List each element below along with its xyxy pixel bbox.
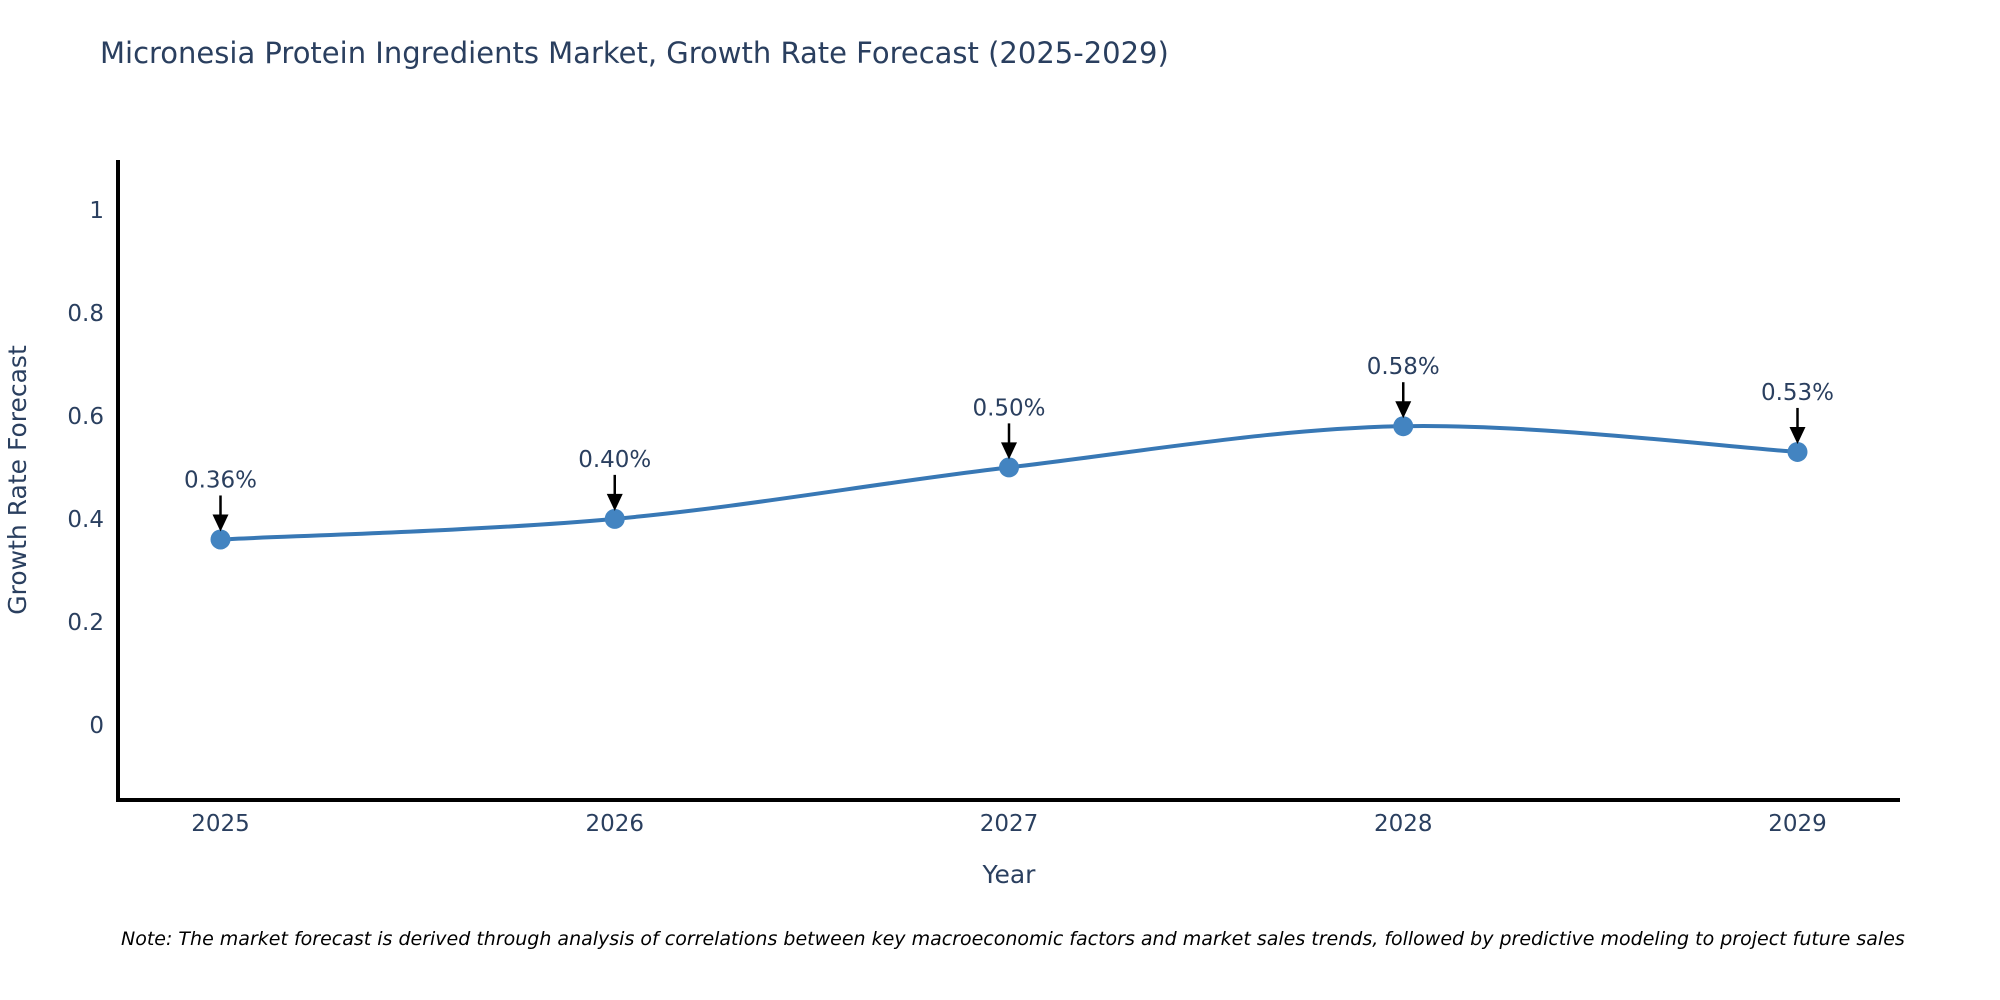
data-point-2026[interactable] [604, 508, 625, 529]
annotation-arrow-head [1789, 426, 1806, 444]
footnote: Note: The market forecast is derived thr… [121, 928, 1905, 950]
y-tick-label: 1 [89, 198, 104, 224]
y-tick-label: 0 [89, 713, 104, 739]
forecast-series [210, 416, 1808, 550]
chart-title: Micronesia Protein Ingredients Market, G… [100, 36, 1169, 70]
point-value-label: 0.53% [1761, 380, 1834, 406]
y-axis-tick-labels: 0 0.2 0.4 0.6 0.8 1 [67, 198, 104, 739]
y-axis-title: Growth Rate Forecast [3, 345, 32, 615]
annotation-arrow-head [1001, 442, 1017, 460]
data-point-2025[interactable] [210, 529, 231, 550]
x-tick-label: 2026 [585, 811, 644, 837]
annotation-arrow-head [606, 493, 623, 511]
y-tick-label: 0.8 [67, 301, 104, 327]
point-annotations: 0.36% 0.40% 0.50% 0.58% 0.53% [184, 354, 1834, 532]
annotation-arrow-head [212, 514, 229, 532]
x-axis-tick-labels: 2025 2026 2027 2028 2029 [191, 811, 1827, 837]
y-tick-label: 0.4 [67, 507, 104, 533]
y-tick-label: 0.6 [67, 404, 104, 430]
point-value-label: 0.40% [578, 447, 651, 473]
point-value-label: 0.58% [1367, 354, 1440, 380]
x-tick-label: 2028 [1374, 811, 1433, 837]
x-tick-label: 2027 [980, 811, 1039, 837]
data-point-2027[interactable] [999, 457, 1019, 478]
point-value-label: 0.36% [184, 467, 257, 493]
x-tick-label: 2025 [191, 811, 250, 837]
data-point-2028[interactable] [1393, 416, 1414, 437]
x-tick-label: 2029 [1768, 811, 1827, 837]
annotation-arrow-head [1395, 401, 1412, 419]
y-tick-label: 0.2 [67, 610, 104, 636]
point-value-label: 0.50% [972, 395, 1045, 421]
x-axis-title: Year [982, 860, 1037, 889]
data-point-2029[interactable] [1787, 441, 1808, 462]
